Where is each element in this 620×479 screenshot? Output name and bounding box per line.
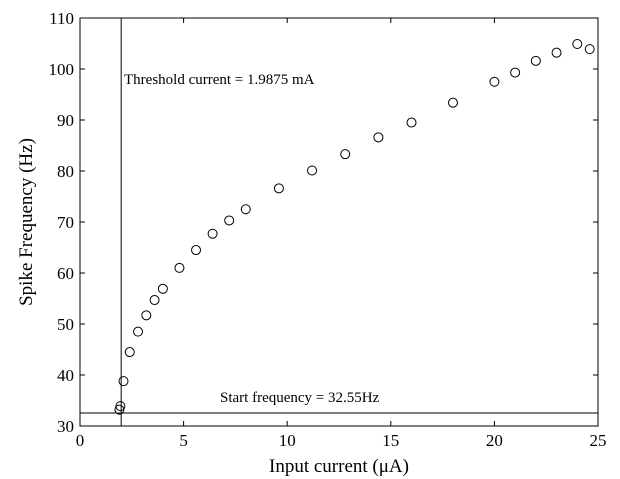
y-tick-label: 30 (57, 417, 74, 436)
data-point (406, 117, 417, 128)
data-point (124, 347, 135, 358)
data-point (174, 262, 185, 273)
data-point (572, 39, 583, 50)
plot-frame (79, 17, 599, 427)
ticks: 0 5 10 15 20 25 30 40 50 60 70 80 90 100 110 (49, 9, 607, 450)
x-tick-label: 20 (486, 431, 503, 450)
data-point (447, 97, 458, 108)
x-tick-label: 5 (179, 431, 188, 450)
data-point (584, 44, 595, 55)
y-tick-label: 110 (49, 9, 74, 28)
y-tick-label: 100 (49, 60, 75, 79)
data-point (530, 55, 541, 66)
threshold-annotation: Threshold current = 1.9875 mA (124, 72, 315, 88)
data-point (115, 401, 126, 412)
data-point (118, 376, 129, 387)
data-point (510, 67, 521, 78)
data-point (157, 283, 168, 294)
y-axis-label: Spike Frequency (Hz) (16, 138, 37, 306)
y-tick-label: 80 (57, 162, 74, 181)
data-point (207, 228, 218, 239)
y-tick-label: 90 (57, 111, 74, 130)
start-frequency-annotation: Start frequency = 32.55Hz (220, 390, 380, 406)
y-tick-label: 40 (57, 366, 74, 385)
data-point (273, 183, 284, 194)
y-tick-label: 70 (57, 213, 74, 232)
reference-lines (80, 18, 598, 426)
data-points (114, 39, 595, 415)
data-point (373, 132, 384, 143)
data-point (340, 149, 351, 160)
data-point (551, 47, 562, 58)
data-point (307, 165, 318, 176)
data-point (149, 295, 160, 306)
data-point (133, 326, 144, 337)
x-tick-label: 10 (279, 431, 296, 450)
data-point (141, 310, 152, 321)
y-tick-label: 50 (57, 315, 74, 334)
x-tick-label: 0 (76, 431, 85, 450)
x-tick-label: 15 (382, 431, 399, 450)
data-point (240, 204, 251, 215)
data-point (224, 215, 235, 226)
data-point (489, 76, 500, 87)
x-tick-label: 25 (590, 431, 607, 450)
y-tick-label: 60 (57, 264, 74, 283)
data-point (191, 245, 202, 256)
x-axis-label: Input current (μA) (269, 456, 409, 477)
